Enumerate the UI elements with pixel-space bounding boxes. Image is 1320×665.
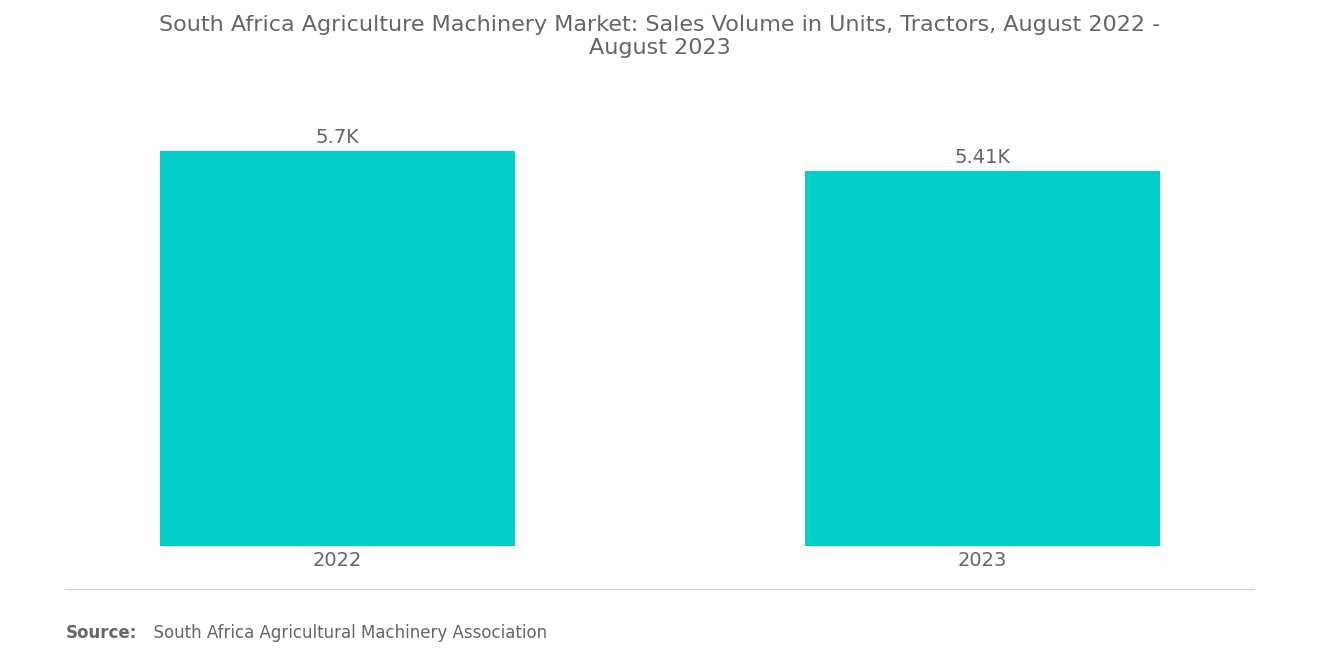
Title: South Africa Agriculture Machinery Market: Sales Volume in Units, Tractors, Augu: South Africa Agriculture Machinery Marke… <box>160 15 1160 59</box>
Text: 5.7K: 5.7K <box>315 128 359 147</box>
Text: Source:: Source: <box>66 624 137 642</box>
Text: 5.41K: 5.41K <box>954 148 1011 167</box>
Text: South Africa Agricultural Machinery Association: South Africa Agricultural Machinery Asso… <box>143 624 546 642</box>
Bar <box>805 172 1160 547</box>
Bar <box>160 152 515 547</box>
